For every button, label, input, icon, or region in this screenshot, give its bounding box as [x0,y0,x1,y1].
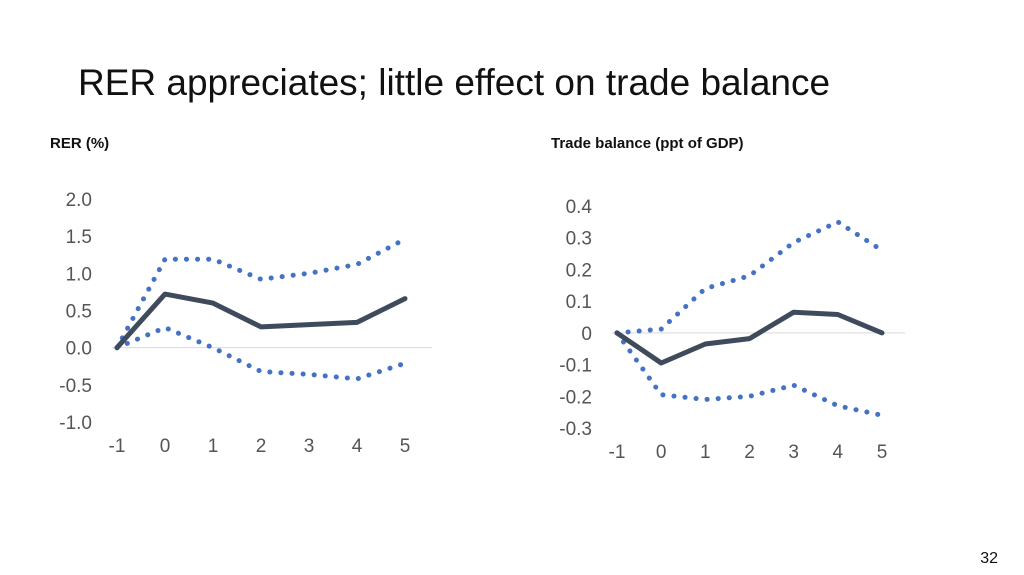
tb-y-tick-label: -0.2 [559,387,592,408]
tb-y-tick-label: 0.3 [566,229,592,250]
rer-confidence-band-line [114,236,408,351]
tb-y-tick-label: 0.4 [566,197,593,218]
rer-y-tick-label: 1.0 [66,264,92,285]
rer-estimate-line [114,291,408,351]
rer-y-tick-label: 0.0 [66,339,92,360]
tb-y-tick-label: -0.1 [559,356,592,377]
tb-confidence-band-line [614,330,885,418]
chart-title-rer: RER (%) [50,135,110,152]
tb-x-tick-label: 4 [833,442,844,463]
tb-x-tick-label: 0 [656,442,667,463]
rer-y-tick-label: 2.0 [66,190,92,211]
rer-x-tick-label: 0 [160,436,171,457]
rer-x-tick-label: 3 [304,436,315,457]
rer-x-tick-label: 2 [256,436,267,457]
tb-x-tick-label: 1 [700,442,711,463]
tb-x-tick-label: 5 [877,442,888,463]
tb-confidence-band-line [614,219,885,336]
rer-x-tick-label: 1 [208,436,219,457]
rer-y-tick-label: 1.5 [66,227,92,248]
tb-y-tick-label: 0.1 [566,292,592,313]
rer-confidence-band-line [114,325,408,382]
rer-x-tick-label: 4 [352,436,363,457]
rer-x-tick-label: 5 [400,436,411,457]
rer-y-tick-label: 0.5 [66,302,92,323]
rer-y-tick-label: -1.0 [59,413,92,434]
tb-x-tick-label: 3 [788,442,799,463]
tb-x-tick-label: -1 [609,442,626,463]
tb-estimate-line [614,309,885,366]
trade-balance-chart: 0.4 0.3 0.2 0.1 0 -0.1 -0.2 -0.3 -1 0 1 2 3 4 5 [559,197,905,463]
rer-y-tick-label: -0.5 [59,376,92,397]
slide-title: RER appreciates; little effect on trade … [78,62,831,103]
tb-y-tick-label: 0 [581,324,592,345]
page-number: 32 [980,550,998,567]
rer-x-tick-label: -1 [109,436,126,457]
rer-chart: 2.0 1.5 1.0 0.5 0.0 -0.5 -1.0 -1 0 1 2 3 4 5 [59,190,432,457]
tb-y-tick-label: 0.2 [566,260,592,281]
tb-x-tick-label: 2 [744,442,755,463]
chart-title-trade-balance: Trade balance (ppt of GDP) [551,135,744,152]
tb-y-tick-label: -0.3 [559,419,592,440]
